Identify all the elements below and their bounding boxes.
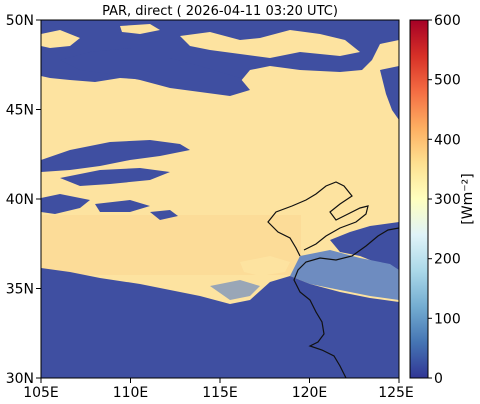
- lon-tick-label: 105E: [23, 385, 59, 401]
- colorbar-gradient: [409, 19, 429, 379]
- colorbar-tick-label: 100: [434, 311, 461, 327]
- cloud-region-south: [41, 268, 399, 378]
- coastline: [293, 227, 399, 378]
- lon-tick-label: 115E: [202, 385, 238, 401]
- lat-tick-label: 35N: [6, 282, 34, 298]
- lat-tick-label: 45N: [6, 103, 34, 119]
- bohai-coast: [267, 181, 369, 257]
- lat-tick-label: 50N: [6, 13, 34, 29]
- map-panel: [41, 20, 399, 378]
- lon-axis: 105E 110E 115E 120E 125E: [23, 378, 414, 401]
- colorbar-unit-label: [Wm⁻²]: [460, 173, 476, 224]
- lat-tick-label: 40N: [6, 192, 34, 208]
- lat-axis: 50N 45N 40N 35N 30N: [6, 13, 41, 387]
- lon-tick-label: 120E: [292, 385, 328, 401]
- lon-tick-label: 125E: [378, 385, 414, 401]
- colorbar-tick-label: 500: [434, 73, 461, 89]
- colorbar: 600 500 400 300 200 100 0 [Wm⁻²]: [409, 13, 476, 387]
- lat-tick-label: 30N: [6, 371, 34, 387]
- cloud-streak-west: [41, 140, 190, 172]
- colorbar-tick-label: 200: [434, 252, 461, 268]
- colorbar-tick-label: 600: [434, 13, 461, 29]
- colorbar-tick-label: 400: [434, 132, 461, 148]
- colorbar-tick-label: 300: [434, 192, 461, 208]
- map-title: PAR, direct ( 2026-04-11 03:20 UTC): [102, 4, 338, 19]
- colorbar-tick-label: 0: [434, 371, 443, 387]
- lon-tick-label: 110E: [113, 385, 149, 401]
